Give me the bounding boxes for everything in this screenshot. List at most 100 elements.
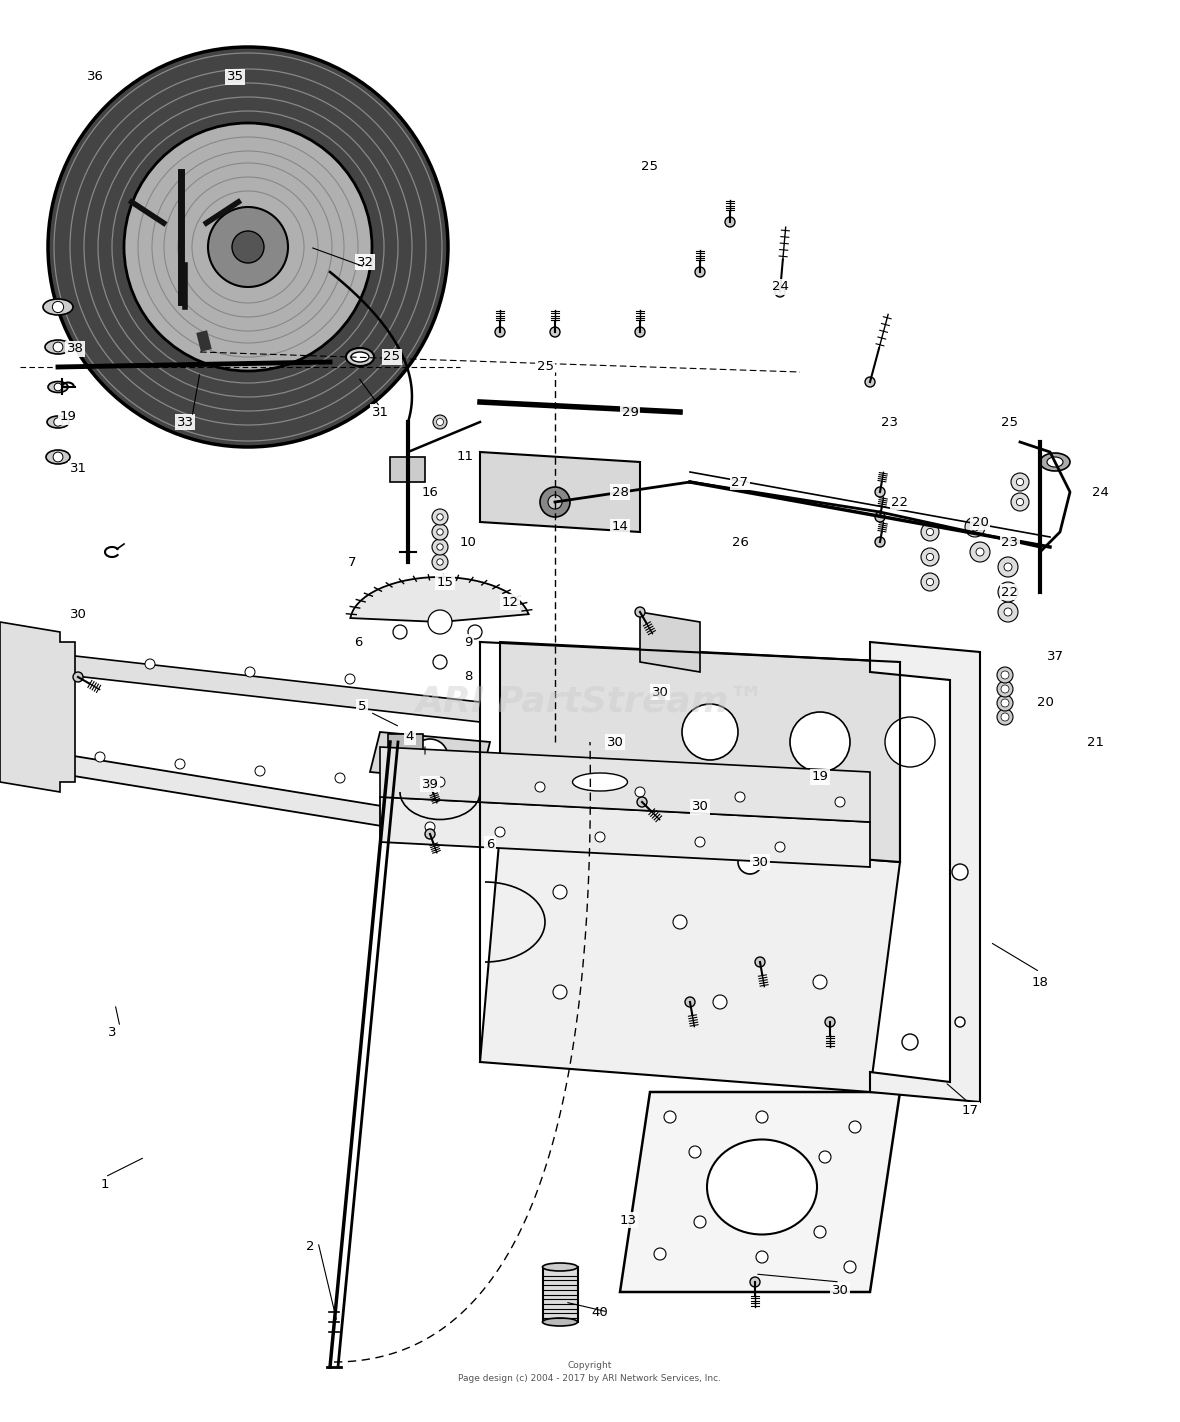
Text: 30: 30 [607, 735, 623, 748]
Circle shape [53, 343, 63, 351]
Circle shape [876, 512, 885, 522]
Text: 4: 4 [406, 731, 414, 744]
Text: 21: 21 [1087, 735, 1103, 748]
Circle shape [635, 327, 645, 337]
Circle shape [789, 712, 850, 772]
Text: ARI PartStream™: ARI PartStream™ [415, 685, 765, 720]
Circle shape [548, 495, 562, 509]
Ellipse shape [45, 340, 71, 354]
Circle shape [433, 415, 447, 429]
Circle shape [432, 539, 448, 555]
Circle shape [885, 717, 935, 766]
Text: 32: 32 [356, 256, 374, 269]
Text: 19: 19 [59, 411, 77, 424]
Text: 38: 38 [66, 343, 84, 356]
Circle shape [844, 1261, 856, 1273]
Text: 18: 18 [1031, 975, 1049, 988]
Circle shape [1004, 563, 1012, 572]
Text: 40: 40 [591, 1305, 609, 1318]
Text: 30: 30 [70, 607, 86, 620]
Text: 31: 31 [372, 405, 388, 418]
Circle shape [775, 287, 785, 297]
Polygon shape [0, 744, 480, 842]
Circle shape [432, 523, 448, 540]
Polygon shape [620, 1092, 900, 1293]
Circle shape [997, 667, 1012, 683]
Circle shape [926, 553, 933, 560]
Text: 28: 28 [611, 485, 629, 499]
Circle shape [689, 1146, 701, 1158]
Circle shape [595, 832, 605, 842]
Ellipse shape [543, 1318, 577, 1325]
Text: 19: 19 [812, 771, 828, 784]
Circle shape [1011, 493, 1029, 510]
Circle shape [694, 1216, 706, 1229]
Ellipse shape [707, 1139, 817, 1234]
Circle shape [971, 523, 979, 530]
Circle shape [1001, 700, 1009, 707]
Polygon shape [870, 641, 981, 1102]
Circle shape [494, 828, 505, 838]
Text: 1: 1 [100, 1179, 110, 1192]
Circle shape [208, 208, 288, 287]
Circle shape [970, 542, 990, 562]
Circle shape [1016, 478, 1023, 485]
Circle shape [52, 301, 64, 313]
Text: 16: 16 [421, 485, 439, 499]
Circle shape [435, 776, 445, 786]
Text: 9: 9 [464, 636, 472, 648]
Circle shape [425, 822, 435, 832]
FancyBboxPatch shape [517, 759, 578, 785]
Text: Copyright
Page design (c) 2004 - 2017 by ARI Network Services, Inc.: Copyright Page design (c) 2004 - 2017 by… [459, 1361, 721, 1382]
Polygon shape [40, 653, 480, 722]
Ellipse shape [158, 208, 211, 267]
Circle shape [432, 555, 448, 570]
Circle shape [1001, 671, 1009, 678]
Circle shape [255, 766, 266, 776]
Polygon shape [480, 452, 640, 532]
Circle shape [926, 529, 933, 536]
Circle shape [756, 1111, 768, 1123]
Polygon shape [0, 621, 76, 792]
Circle shape [145, 658, 155, 668]
Circle shape [124, 122, 372, 371]
Circle shape [976, 547, 984, 556]
Circle shape [922, 523, 939, 540]
Circle shape [428, 610, 452, 634]
Circle shape [393, 626, 407, 638]
Polygon shape [380, 747, 870, 822]
Text: 25: 25 [537, 361, 553, 374]
Circle shape [755, 957, 765, 967]
Circle shape [922, 573, 939, 592]
Text: 20: 20 [971, 516, 989, 529]
Circle shape [819, 1150, 831, 1163]
Circle shape [433, 656, 447, 668]
Circle shape [1011, 474, 1029, 491]
Circle shape [756, 1251, 768, 1263]
Circle shape [673, 914, 687, 929]
Text: 25: 25 [642, 161, 658, 173]
Circle shape [952, 865, 968, 880]
Circle shape [750, 1277, 760, 1287]
Ellipse shape [122, 165, 248, 309]
Circle shape [635, 786, 645, 796]
Circle shape [813, 975, 827, 988]
Circle shape [54, 383, 61, 391]
Polygon shape [380, 796, 870, 867]
Circle shape [1004, 609, 1012, 616]
Circle shape [876, 486, 885, 498]
Circle shape [425, 829, 435, 839]
Circle shape [997, 710, 1012, 725]
Circle shape [553, 985, 568, 1000]
Circle shape [425, 779, 435, 789]
Text: 30: 30 [691, 801, 708, 813]
Ellipse shape [97, 137, 273, 337]
Ellipse shape [543, 1263, 577, 1271]
Text: 37: 37 [1047, 650, 1063, 664]
Text: 14: 14 [611, 520, 629, 533]
Circle shape [412, 739, 448, 775]
Text: 23: 23 [881, 415, 898, 428]
Circle shape [738, 850, 762, 875]
Text: 15: 15 [437, 576, 453, 589]
Circle shape [550, 327, 560, 337]
